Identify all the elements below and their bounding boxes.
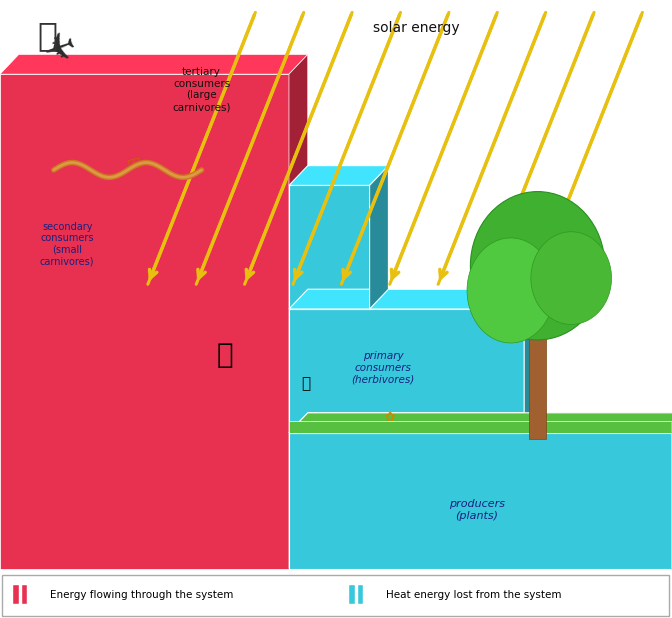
Bar (13, 585, 19, 604)
Text: 🐄: 🐄 (217, 341, 233, 370)
Ellipse shape (467, 238, 554, 343)
Polygon shape (289, 289, 543, 309)
Polygon shape (289, 413, 672, 433)
Text: producers
(plants): producers (plants) (449, 499, 505, 520)
Text: 🦅: 🦅 (37, 19, 57, 53)
Text: solar energy: solar energy (374, 21, 460, 35)
Bar (289, 433, 672, 569)
Polygon shape (289, 413, 672, 433)
Text: Energy flowing through the system: Energy flowing through the system (50, 590, 234, 599)
Bar (358, 585, 363, 604)
Text: 〜〜: 〜〜 (127, 157, 142, 171)
Polygon shape (0, 54, 308, 74)
Bar (349, 585, 355, 604)
Bar (22, 585, 27, 604)
Bar (530, 328, 546, 439)
Bar (289, 309, 524, 433)
FancyBboxPatch shape (2, 575, 669, 616)
Polygon shape (289, 54, 308, 569)
Text: ✿: ✿ (384, 410, 395, 424)
Text: secondary
consumers
(small
carnivores): secondary consumers (small carnivores) (40, 222, 95, 266)
Polygon shape (289, 166, 388, 185)
Text: primary
consumers
(herbivores): primary consumers (herbivores) (351, 351, 415, 384)
Bar (289, 421, 672, 433)
Bar (289, 185, 370, 309)
Polygon shape (370, 166, 388, 309)
Text: 🦠: 🦠 (301, 376, 310, 391)
Text: Heat energy lost from the system: Heat energy lost from the system (386, 590, 562, 599)
Ellipse shape (531, 232, 612, 324)
Bar (0, 74, 289, 569)
Ellipse shape (470, 192, 605, 340)
Text: tertiary
consumers
(large
carnivores): tertiary consumers (large carnivores) (172, 67, 231, 112)
Polygon shape (524, 289, 543, 433)
